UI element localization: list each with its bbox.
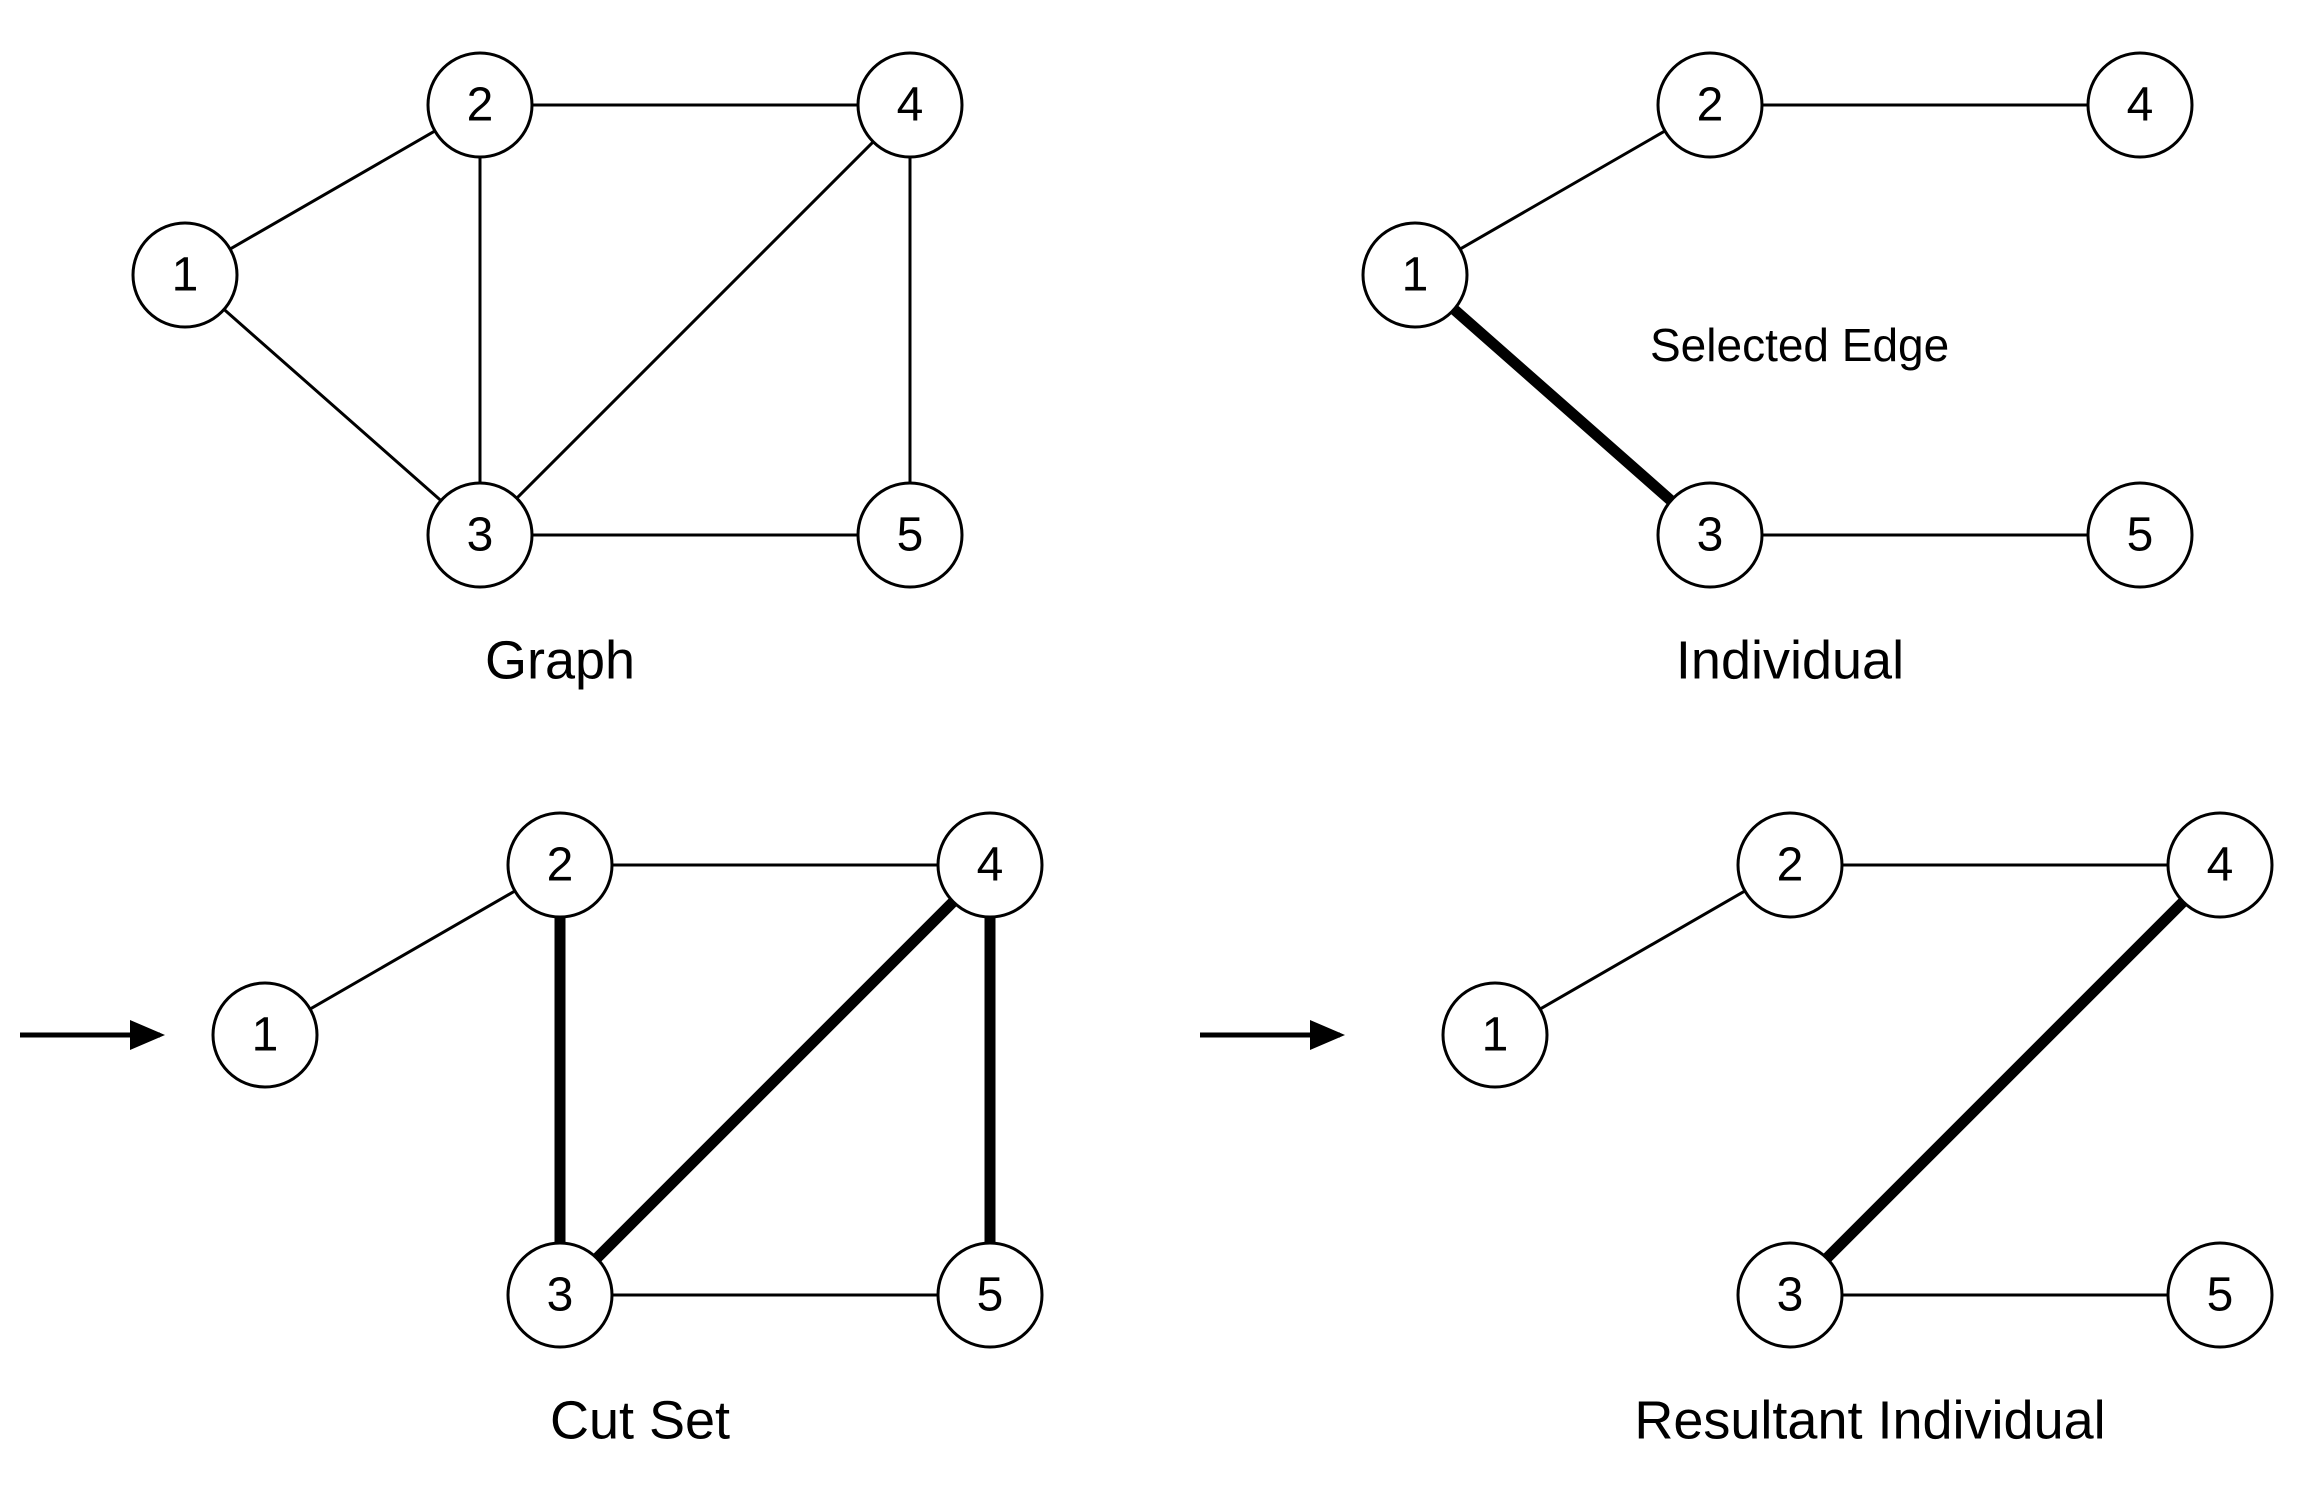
node-label: 2 bbox=[1777, 839, 1804, 892]
node-label: 5 bbox=[2127, 509, 2154, 562]
node-label: 1 bbox=[252, 1009, 279, 1062]
caption: Cut Set bbox=[550, 1390, 730, 1450]
node-r3: 3 bbox=[1738, 1243, 1842, 1347]
node-c5: 5 bbox=[938, 1243, 1042, 1347]
caption: Individual bbox=[1676, 630, 1904, 690]
diagram-canvas: 1 2 3 4 5 Graph 1 2 3 4 5 Selected Edge Individual 1 2… bbox=[0, 0, 2305, 1500]
resultant-panel: 1 2 3 4 5 Resultant Individual bbox=[1443, 813, 2272, 1450]
node-i4: 4 bbox=[2088, 53, 2192, 157]
node-c3: 3 bbox=[508, 1243, 612, 1347]
edge-i1-i2 bbox=[1460, 131, 1665, 249]
node-c2: 2 bbox=[508, 813, 612, 917]
node-label: 4 bbox=[977, 839, 1004, 892]
node-label: 3 bbox=[547, 1269, 574, 1322]
edge-c1-c2 bbox=[310, 891, 515, 1009]
node-label: 1 bbox=[1482, 1009, 1509, 1062]
node-label: 2 bbox=[547, 839, 574, 892]
edge-g1-g3 bbox=[224, 309, 441, 500]
node-label: 4 bbox=[2127, 79, 2154, 132]
node-r2: 2 bbox=[1738, 813, 1842, 917]
node-c4: 4 bbox=[938, 813, 1042, 917]
node-g1: 1 bbox=[133, 223, 237, 327]
node-label: 2 bbox=[467, 79, 494, 132]
node-g4: 4 bbox=[858, 53, 962, 157]
edge-c3-c4 bbox=[597, 902, 953, 1258]
graph-panel: 1 2 3 4 5 Graph bbox=[133, 53, 962, 690]
node-i2: 2 bbox=[1658, 53, 1762, 157]
node-r1: 1 bbox=[1443, 983, 1547, 1087]
node-g5: 5 bbox=[858, 483, 962, 587]
node-label: 4 bbox=[897, 79, 924, 132]
node-c1: 1 bbox=[213, 983, 317, 1087]
node-label: 1 bbox=[1402, 249, 1429, 302]
node-i5: 5 bbox=[2088, 483, 2192, 587]
edge-r3-r4 bbox=[1827, 902, 2183, 1258]
node-g3: 3 bbox=[428, 483, 532, 587]
node-r5: 5 bbox=[2168, 1243, 2272, 1347]
node-label: 5 bbox=[897, 509, 924, 562]
caption: Resultant Individual bbox=[1634, 1390, 2105, 1450]
annotation: Selected Edge bbox=[1650, 319, 1949, 371]
node-label: 4 bbox=[2207, 839, 2234, 892]
edge-r1-r2 bbox=[1540, 891, 1745, 1009]
node-i1: 1 bbox=[1363, 223, 1467, 327]
node-i3: 3 bbox=[1658, 483, 1762, 587]
node-label: 5 bbox=[2207, 1269, 2234, 1322]
node-label: 3 bbox=[1777, 1269, 1804, 1322]
node-g2: 2 bbox=[428, 53, 532, 157]
edge-i1-i3 bbox=[1454, 309, 1671, 500]
node-label: 1 bbox=[172, 249, 199, 302]
cutset-panel: 1 2 3 4 5 Cut Set bbox=[213, 813, 1042, 1450]
node-r4: 4 bbox=[2168, 813, 2272, 917]
node-label: 2 bbox=[1697, 79, 1724, 132]
edge-g3-g4 bbox=[517, 142, 873, 498]
caption: Graph bbox=[485, 630, 635, 690]
edge-g1-g2 bbox=[230, 131, 435, 249]
node-label: 3 bbox=[1697, 509, 1724, 562]
node-label: 5 bbox=[977, 1269, 1004, 1322]
node-label: 3 bbox=[467, 509, 494, 562]
individual-panel: 1 2 3 4 5 Selected Edge Individual bbox=[1363, 53, 2192, 690]
